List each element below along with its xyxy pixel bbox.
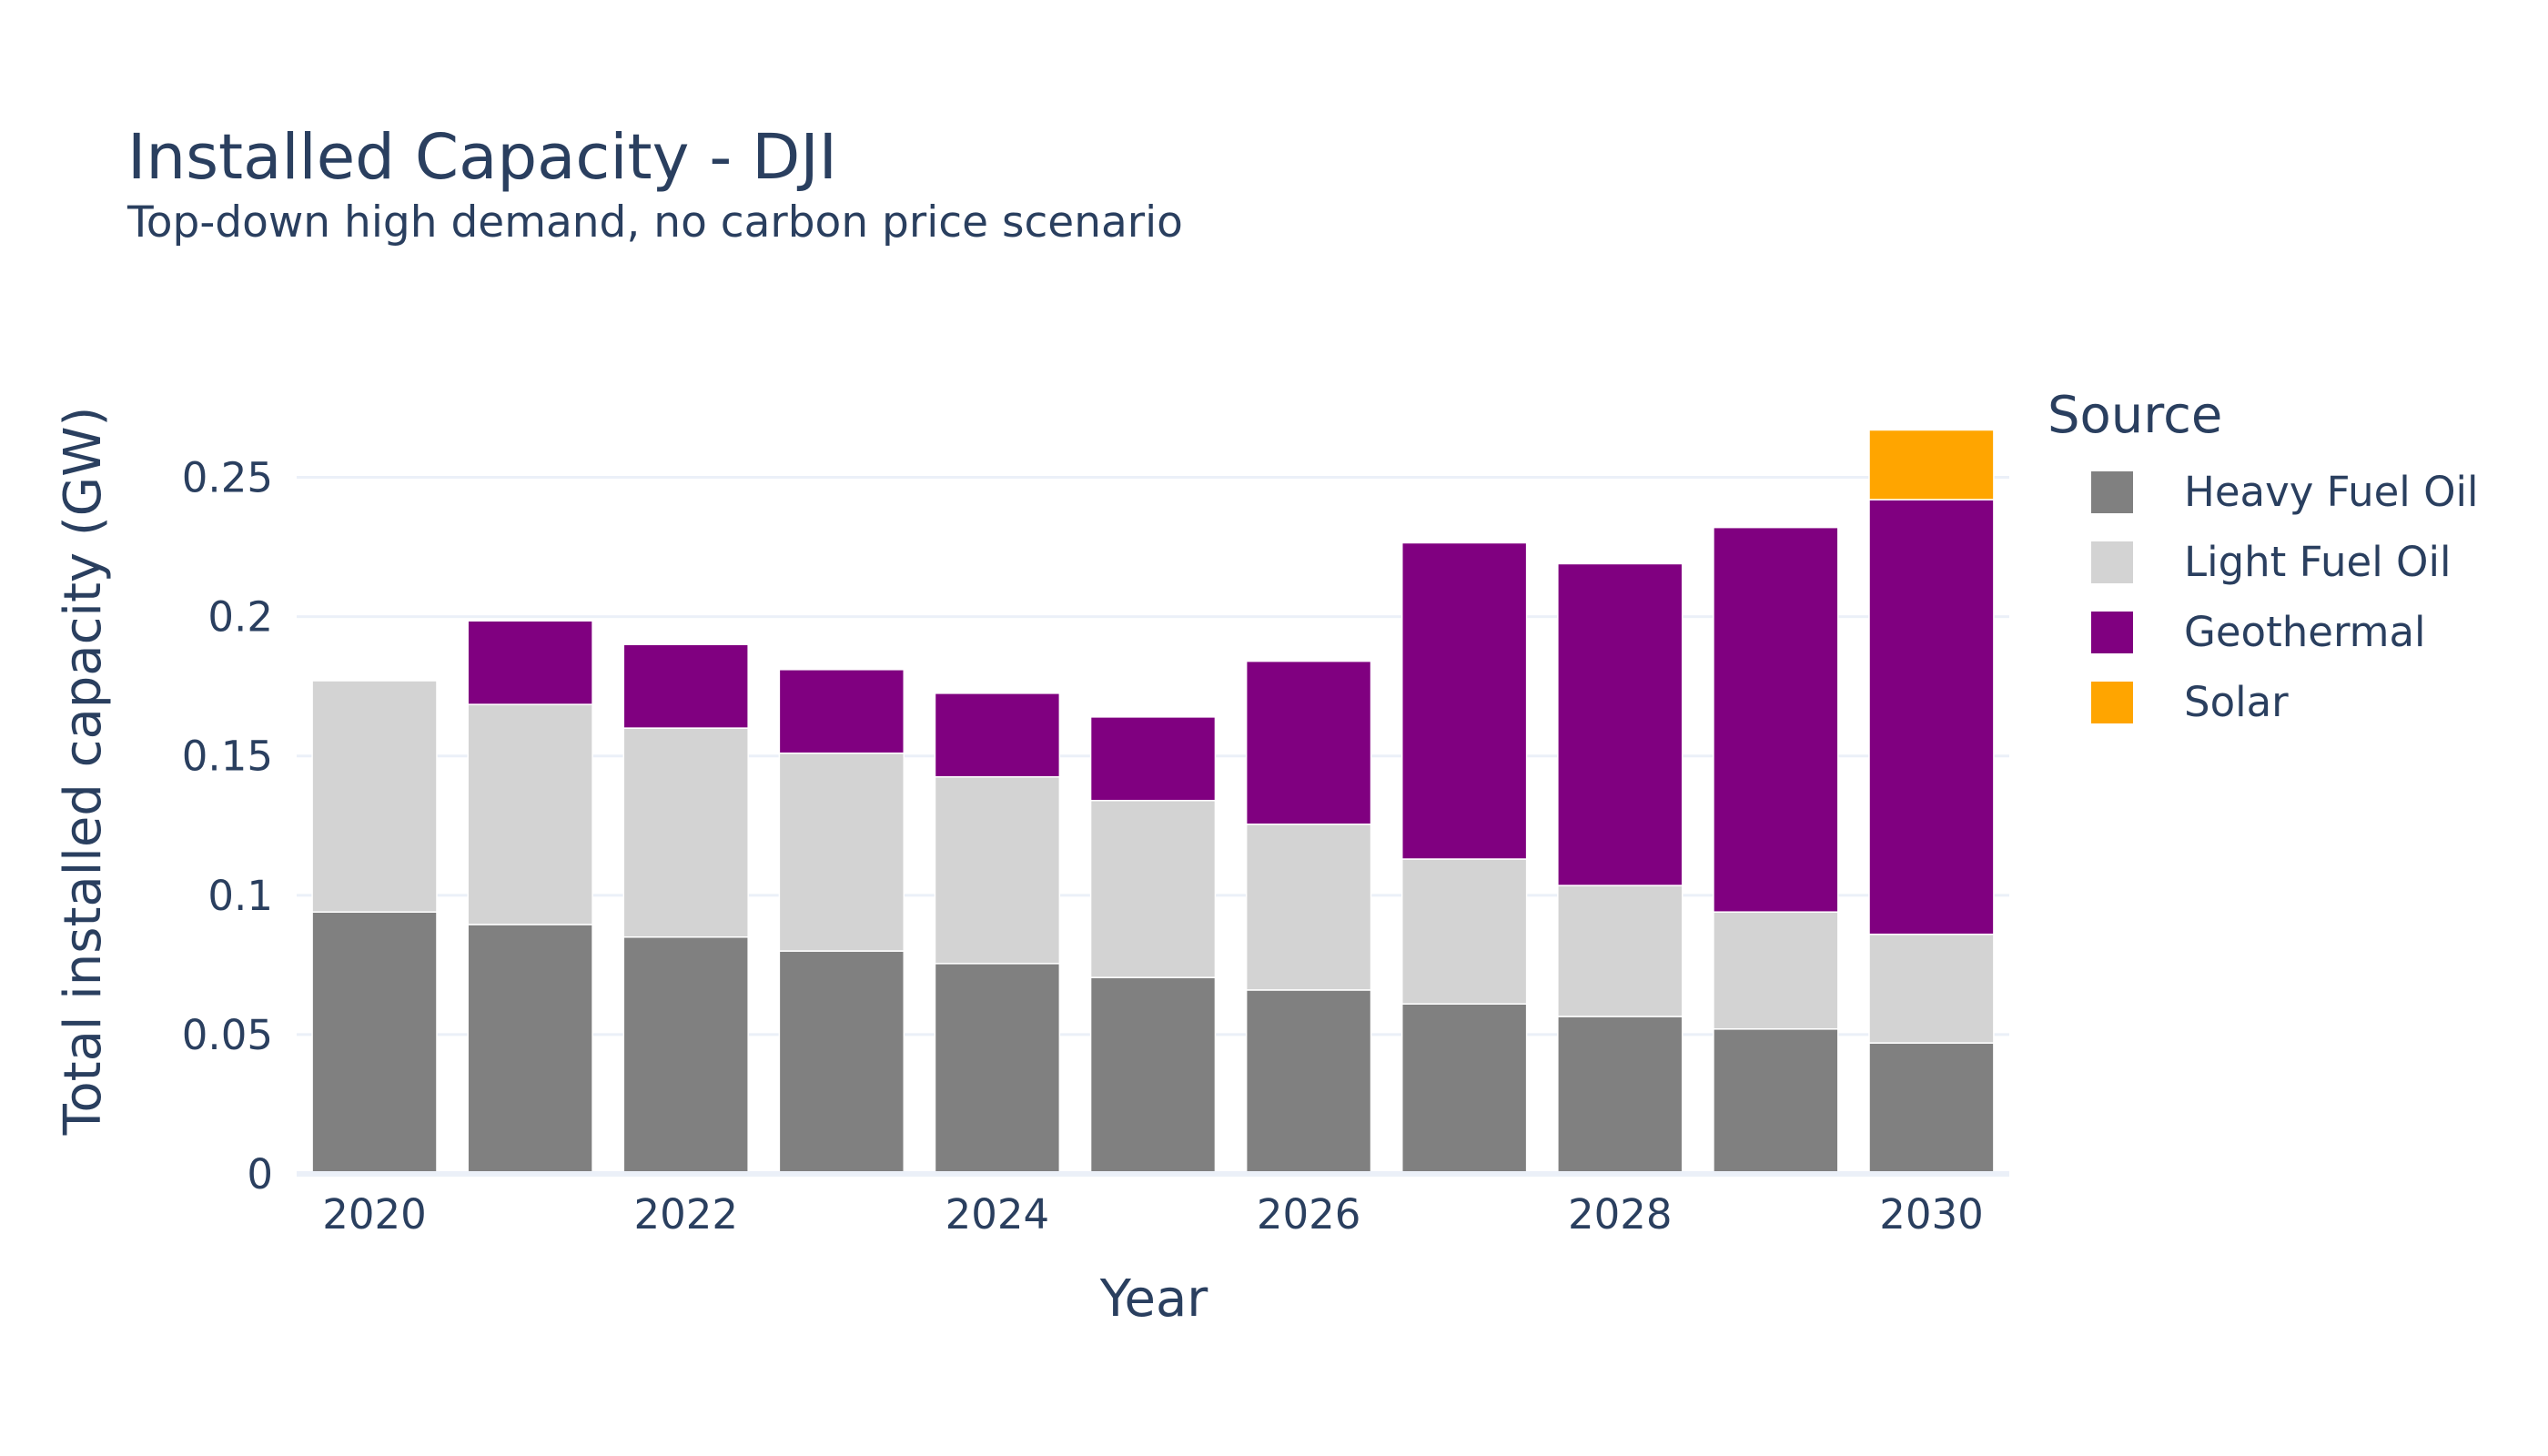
bar-segment-solar[interactable] <box>1868 429 1995 500</box>
chart-title: Installed Capacity - DJI <box>127 121 837 194</box>
bar-segment-light-fuel-oil[interactable] <box>1713 911 1839 1030</box>
bar-segment-heavy-fuel-oil[interactable] <box>622 935 749 1175</box>
bar-segment-heavy-fuel-oil[interactable] <box>1713 1028 1839 1175</box>
legend-item-label[interactable]: Light Fuel Oil <box>2184 538 2451 586</box>
y-tick-label: 0.1 <box>207 872 273 920</box>
legend-swatch-solar[interactable] <box>2091 682 2133 723</box>
legend-item-label[interactable]: Geothermal <box>2184 608 2426 656</box>
bar-segment-geothermal[interactable] <box>934 693 1061 778</box>
legend-title: Source <box>2048 386 2222 445</box>
bar-segment-heavy-fuel-oil[interactable] <box>1089 976 1217 1175</box>
bar-segment-light-fuel-oil[interactable] <box>311 680 438 913</box>
bar-segment-light-fuel-oil[interactable] <box>1089 799 1217 978</box>
chart-subtitle: Top-down high demand, no carbon price sc… <box>126 197 1183 248</box>
x-tick-label: 2030 <box>1879 1190 1984 1239</box>
legend-item-label[interactable]: Heavy Fuel Oil <box>2184 468 2479 516</box>
bar-segment-heavy-fuel-oil[interactable] <box>467 924 593 1175</box>
bar-segment-heavy-fuel-oil[interactable] <box>934 963 1061 1175</box>
y-tick-label: 0.2 <box>207 593 273 642</box>
y-tick-label: 0 <box>247 1150 273 1198</box>
bar-segment-geothermal[interactable] <box>622 643 749 729</box>
bar-segment-light-fuel-oil[interactable] <box>622 727 749 938</box>
bar-segment-light-fuel-oil[interactable] <box>778 752 905 952</box>
x-tick-label: 2026 <box>1257 1190 1361 1239</box>
y-tick-label: 0.25 <box>182 454 273 502</box>
legend-swatch-heavy-fuel-oil[interactable] <box>2091 471 2133 513</box>
legend: Source Heavy Fuel Oil Light Fuel Oil Geoth… <box>2048 386 2479 726</box>
bar-segment-heavy-fuel-oil[interactable] <box>1868 1042 1995 1175</box>
axes: 0 0.05 0.1 0.15 0.2 0.25 2020 2022 2024 2026 2028 2… <box>182 454 2009 1239</box>
bar-segment-geothermal[interactable] <box>778 669 905 754</box>
y-tick-label: 0.15 <box>182 733 273 781</box>
bar-segment-heavy-fuel-oil[interactable] <box>311 911 438 1175</box>
bar-segment-geothermal[interactable] <box>1557 562 1684 886</box>
bar-segment-heavy-fuel-oil[interactable] <box>1400 1003 1528 1175</box>
bar-segment-light-fuel-oil[interactable] <box>1557 885 1684 1017</box>
bar-segment-light-fuel-oil[interactable] <box>1400 858 1528 1005</box>
bar-segment-light-fuel-oil[interactable] <box>1245 823 1372 991</box>
x-tick-label: 2028 <box>1568 1190 1673 1239</box>
bar-segment-light-fuel-oil[interactable] <box>1868 933 1995 1044</box>
bar-segment-heavy-fuel-oil[interactable] <box>778 950 905 1175</box>
x-axis-title: Year <box>1099 1269 1209 1329</box>
bar-segment-light-fuel-oil[interactable] <box>467 703 593 925</box>
legend-swatch-geothermal[interactable] <box>2091 612 2133 653</box>
bar-segment-geothermal[interactable] <box>1245 660 1372 825</box>
x-tick-label: 2022 <box>633 1190 738 1239</box>
bar-segment-geothermal[interactable] <box>1089 716 1217 802</box>
legend-item-label[interactable]: Solar <box>2184 678 2289 726</box>
bar-segment-geothermal[interactable] <box>467 620 593 705</box>
y-axis-title: Total installed capacity (GW) <box>54 407 113 1137</box>
y-tick-label: 0.05 <box>182 1011 273 1059</box>
bar-segment-light-fuel-oil[interactable] <box>934 775 1061 965</box>
bar-segment-geothermal[interactable] <box>1868 499 1995 935</box>
bar-segment-heavy-fuel-oil[interactable] <box>1245 989 1372 1175</box>
bar-segment-geothermal[interactable] <box>1713 526 1839 913</box>
x-tick-label: 2020 <box>322 1190 427 1239</box>
legend-swatch-light-fuel-oil[interactable] <box>2091 541 2133 583</box>
bar-segment-heavy-fuel-oil[interactable] <box>1557 1016 1684 1175</box>
bar-segment-geothermal[interactable] <box>1400 541 1528 860</box>
x-tick-label: 2024 <box>945 1190 1050 1239</box>
